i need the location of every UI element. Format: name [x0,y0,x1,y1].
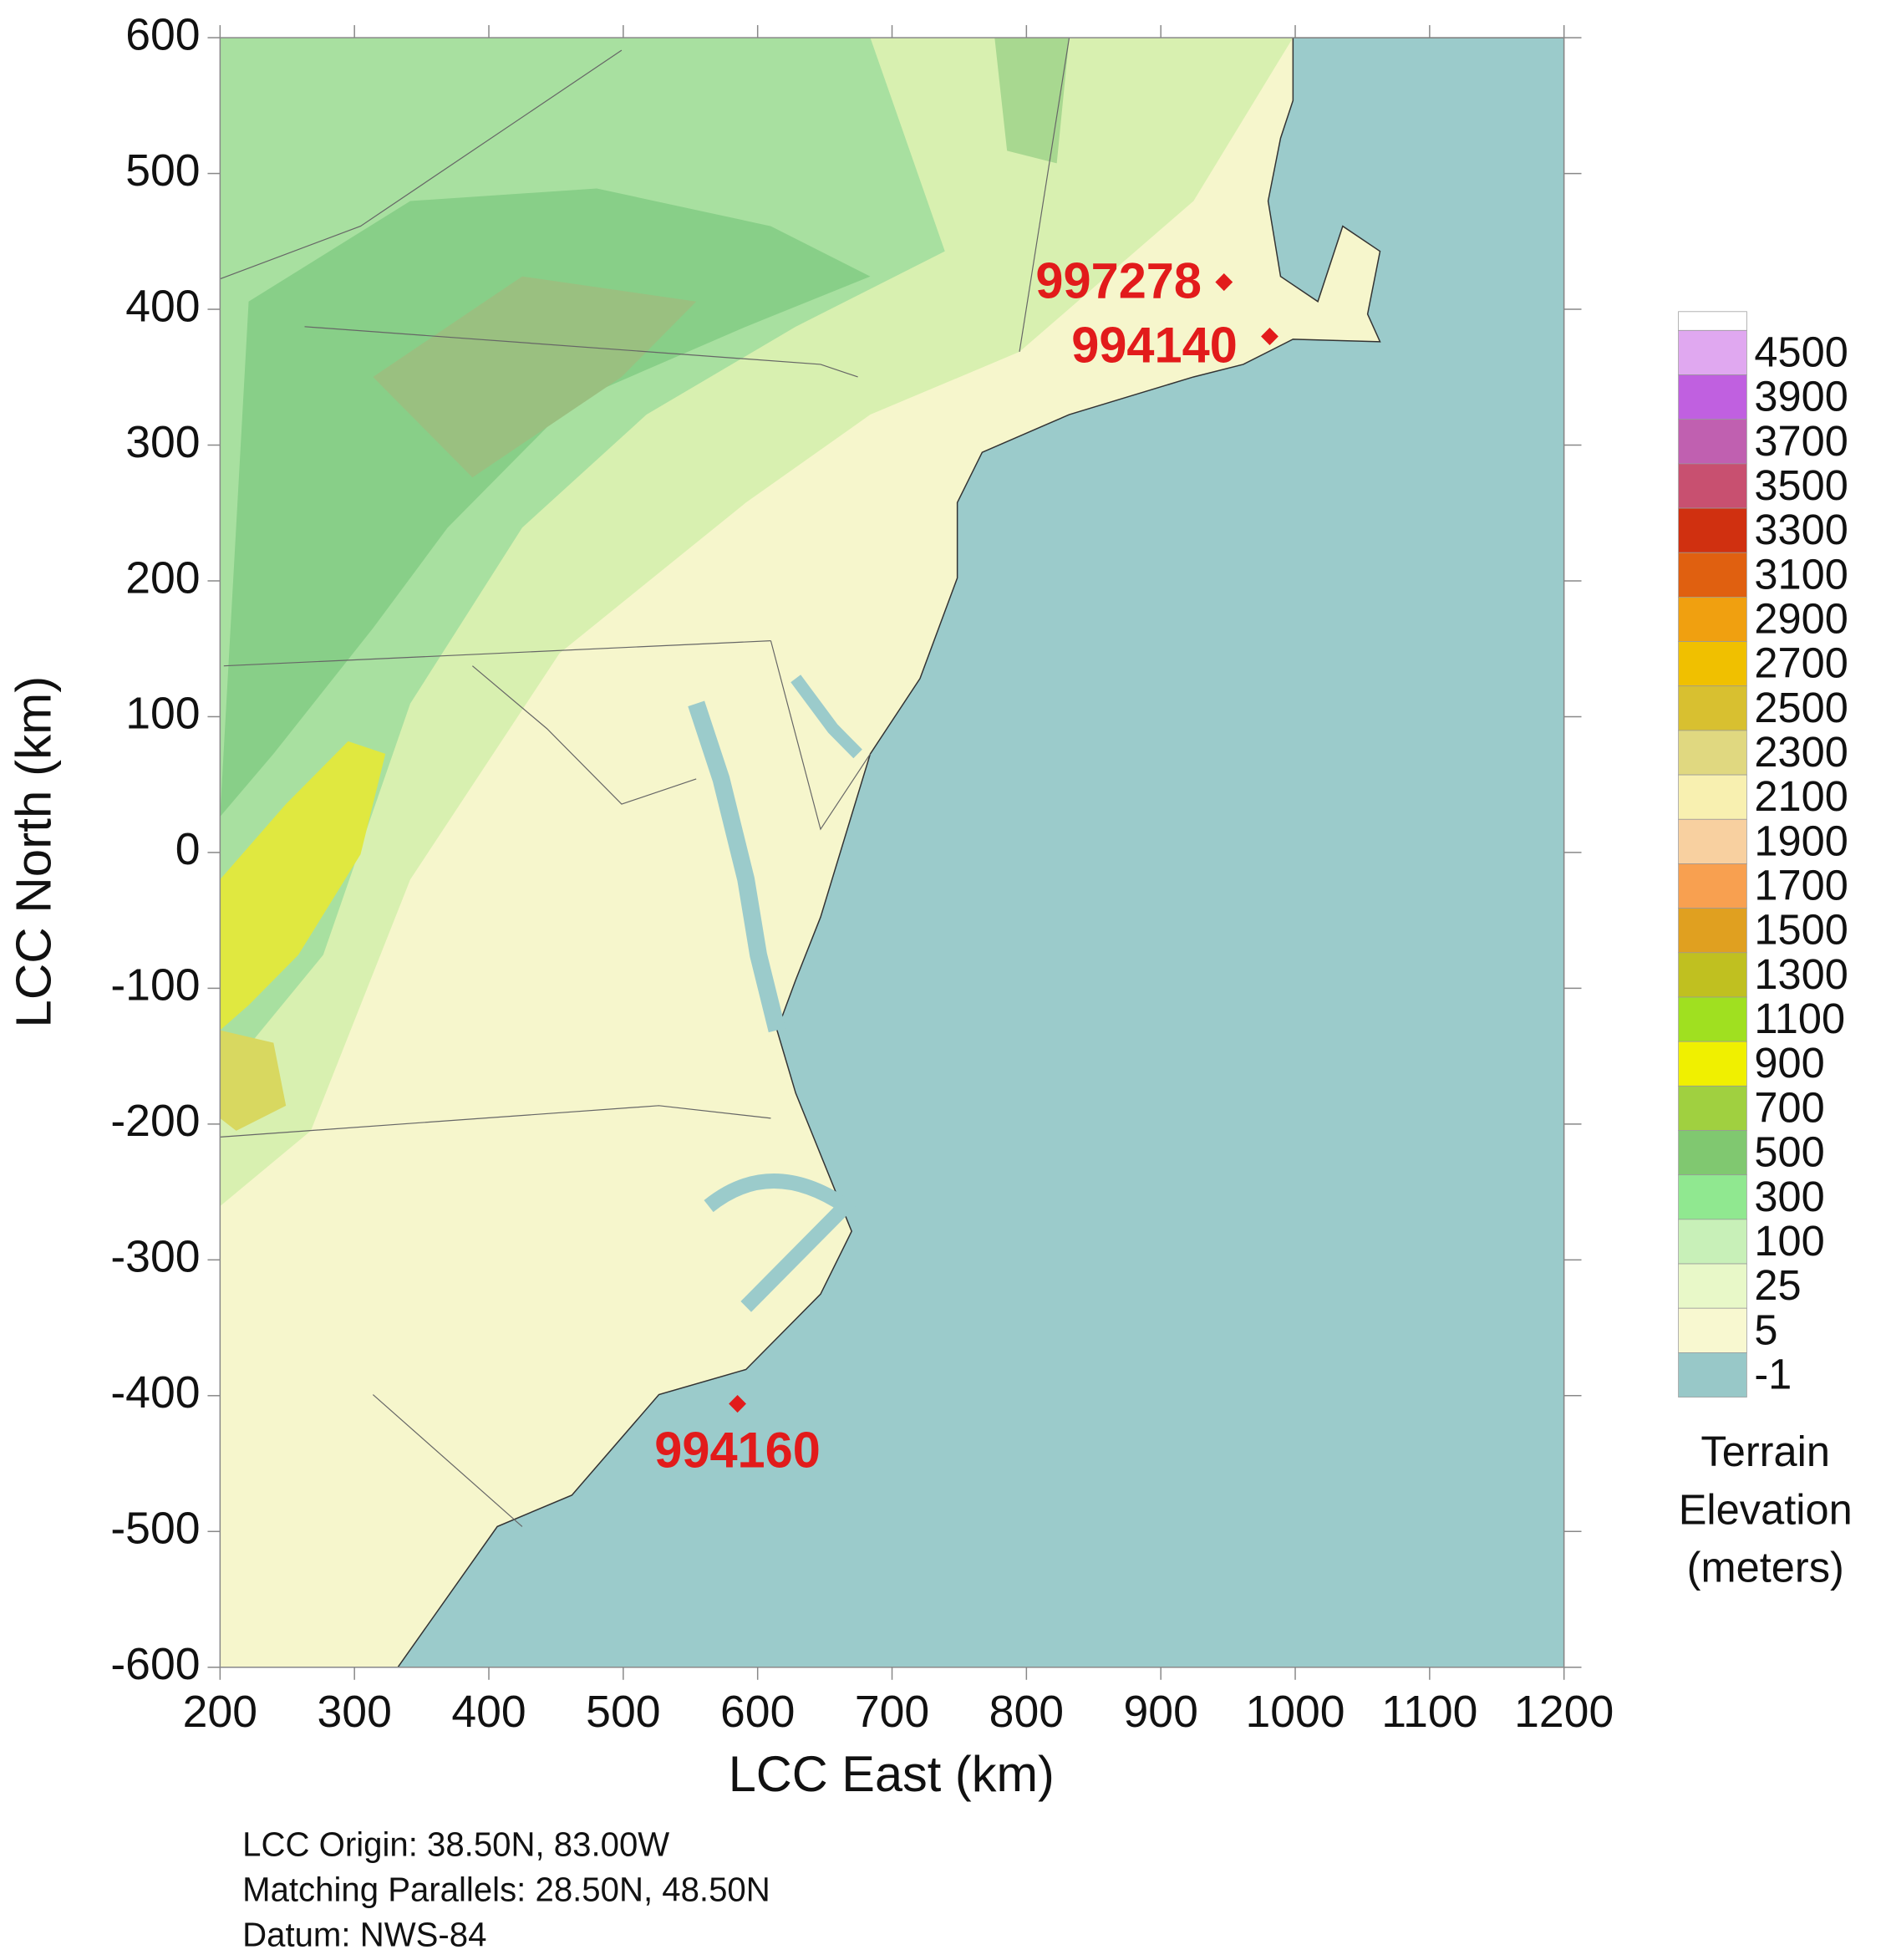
colorbar-band [1678,1352,1747,1397]
colorbar-label: 3100 [1754,550,1848,598]
colorbar-label: 700 [1754,1083,1824,1131]
chesapeake-bay [688,700,786,1033]
station-label: 997278 [1035,252,1202,308]
colorbar-band [1678,730,1747,776]
colorbar-label: 2900 [1754,594,1848,642]
colorbar-label: 2500 [1754,684,1848,731]
footnote: Datum: NWS-84 [242,1915,486,1953]
colorbar-title: (meters) [1687,1543,1844,1591]
colorbar-band [1678,1174,1747,1220]
footnote: Matching Parallels: 28.50N, 48.50N [242,1870,770,1908]
colorbar-band [1678,996,1747,1042]
y-tick-label: 500 [125,145,200,196]
colorbar-label: 3500 [1754,461,1848,509]
y-tick-label: -400 [110,1367,200,1418]
colorbar-band [1678,908,1747,954]
colorbar-band [1678,952,1747,998]
colorbar-label: 4500 [1754,328,1848,375]
colorbar-band [1678,863,1747,909]
station-label: 994160 [654,1422,821,1478]
colorbar-label: 300 [1754,1173,1824,1220]
y-tick-label: 200 [125,552,200,603]
colorbar-label: 100 [1754,1217,1824,1265]
colorbar-band [1678,329,1747,375]
x-tick-label: 300 [318,1687,392,1737]
colorbar-label: 1100 [1754,995,1845,1042]
colorbar-band [1678,685,1747,731]
x-axis-title: LCC East (km) [729,1746,1055,1802]
y-tick-label: -600 [110,1639,200,1689]
plateau [373,276,697,478]
x-tick-label: 700 [855,1687,929,1737]
colorbar-band [1678,463,1747,509]
ridge [220,188,871,817]
colorbar-title: Elevation [1679,1485,1853,1533]
colorbar-label: 1300 [1754,950,1848,998]
x-tick-label: 1000 [1245,1687,1345,1737]
colorbar-label: 1900 [1754,817,1848,864]
y-tick-label: 400 [125,281,200,331]
y-tick-label: 0 [175,824,201,874]
colorbar-title: Terrain [1700,1428,1830,1475]
colorbar-label: 5 [1754,1306,1777,1353]
x-tick-label: 200 [183,1687,257,1737]
colorbar-label: 2300 [1754,728,1848,776]
colorbar-band [1678,1130,1747,1176]
colorbar-cap [1678,311,1747,331]
colorbar-label: 2100 [1754,772,1848,820]
ocean [397,38,1564,1667]
colorbar-label: 3700 [1754,417,1848,465]
colorbar-label: 25 [1754,1261,1801,1309]
y-tick-label: -300 [110,1231,200,1281]
colorbar-band [1678,641,1747,687]
x-tick-label: 500 [586,1687,660,1737]
colorbar-band [1678,774,1747,820]
colorbar-band [1678,1085,1747,1131]
y-tick-label: 600 [125,9,200,59]
y-tick-label: 100 [125,688,200,738]
peaks [220,1030,287,1131]
colorbar-label: 1700 [1754,861,1848,909]
colorbar-band [1678,419,1747,465]
colorbar-label: 500 [1754,1128,1824,1175]
y-tick-label: 300 [125,417,200,467]
delaware-bay [790,675,862,759]
x-tick-label: 900 [1124,1687,1198,1737]
station-label: 994140 [1071,317,1238,373]
x-tick-label: 1100 [1381,1687,1477,1737]
x-tick-label: 600 [720,1687,795,1737]
colorbar-band [1678,1041,1747,1087]
station-marker [729,1395,746,1413]
colorbar-label: 3900 [1754,372,1848,420]
colorbar-band [1678,1263,1747,1309]
terrain [220,38,1564,1667]
y-tick-label: -500 [110,1503,200,1553]
colorbar-label: 3300 [1754,506,1848,553]
colorbar-label: -1 [1754,1350,1792,1397]
colorbar-band [1678,818,1747,864]
sound [704,1173,857,1312]
y-axis-title: LCC North (km) [6,676,62,1028]
colorbar-band [1678,507,1747,553]
colorbar-label: 1500 [1754,905,1848,953]
colorbar-band [1678,597,1747,642]
colorbar-label: 900 [1754,1039,1824,1087]
colorbar-band [1678,552,1747,598]
x-tick-label: 400 [451,1687,526,1737]
colorbar-label: 2700 [1754,639,1848,686]
x-tick-label: 800 [989,1687,1064,1737]
colorbar-band [1678,374,1747,420]
colorbar-band [1678,1307,1747,1353]
state-borders [220,38,1070,1527]
y-tick-label: -200 [110,1096,200,1146]
y-tick-label: -100 [110,960,200,1010]
x-tick-label: 1200 [1514,1687,1614,1737]
peaks [220,741,386,1031]
colorbar-band [1678,1219,1747,1265]
mountains [994,38,1070,164]
footnote: LCC Origin: 38.50N, 83.00W [242,1825,669,1863]
